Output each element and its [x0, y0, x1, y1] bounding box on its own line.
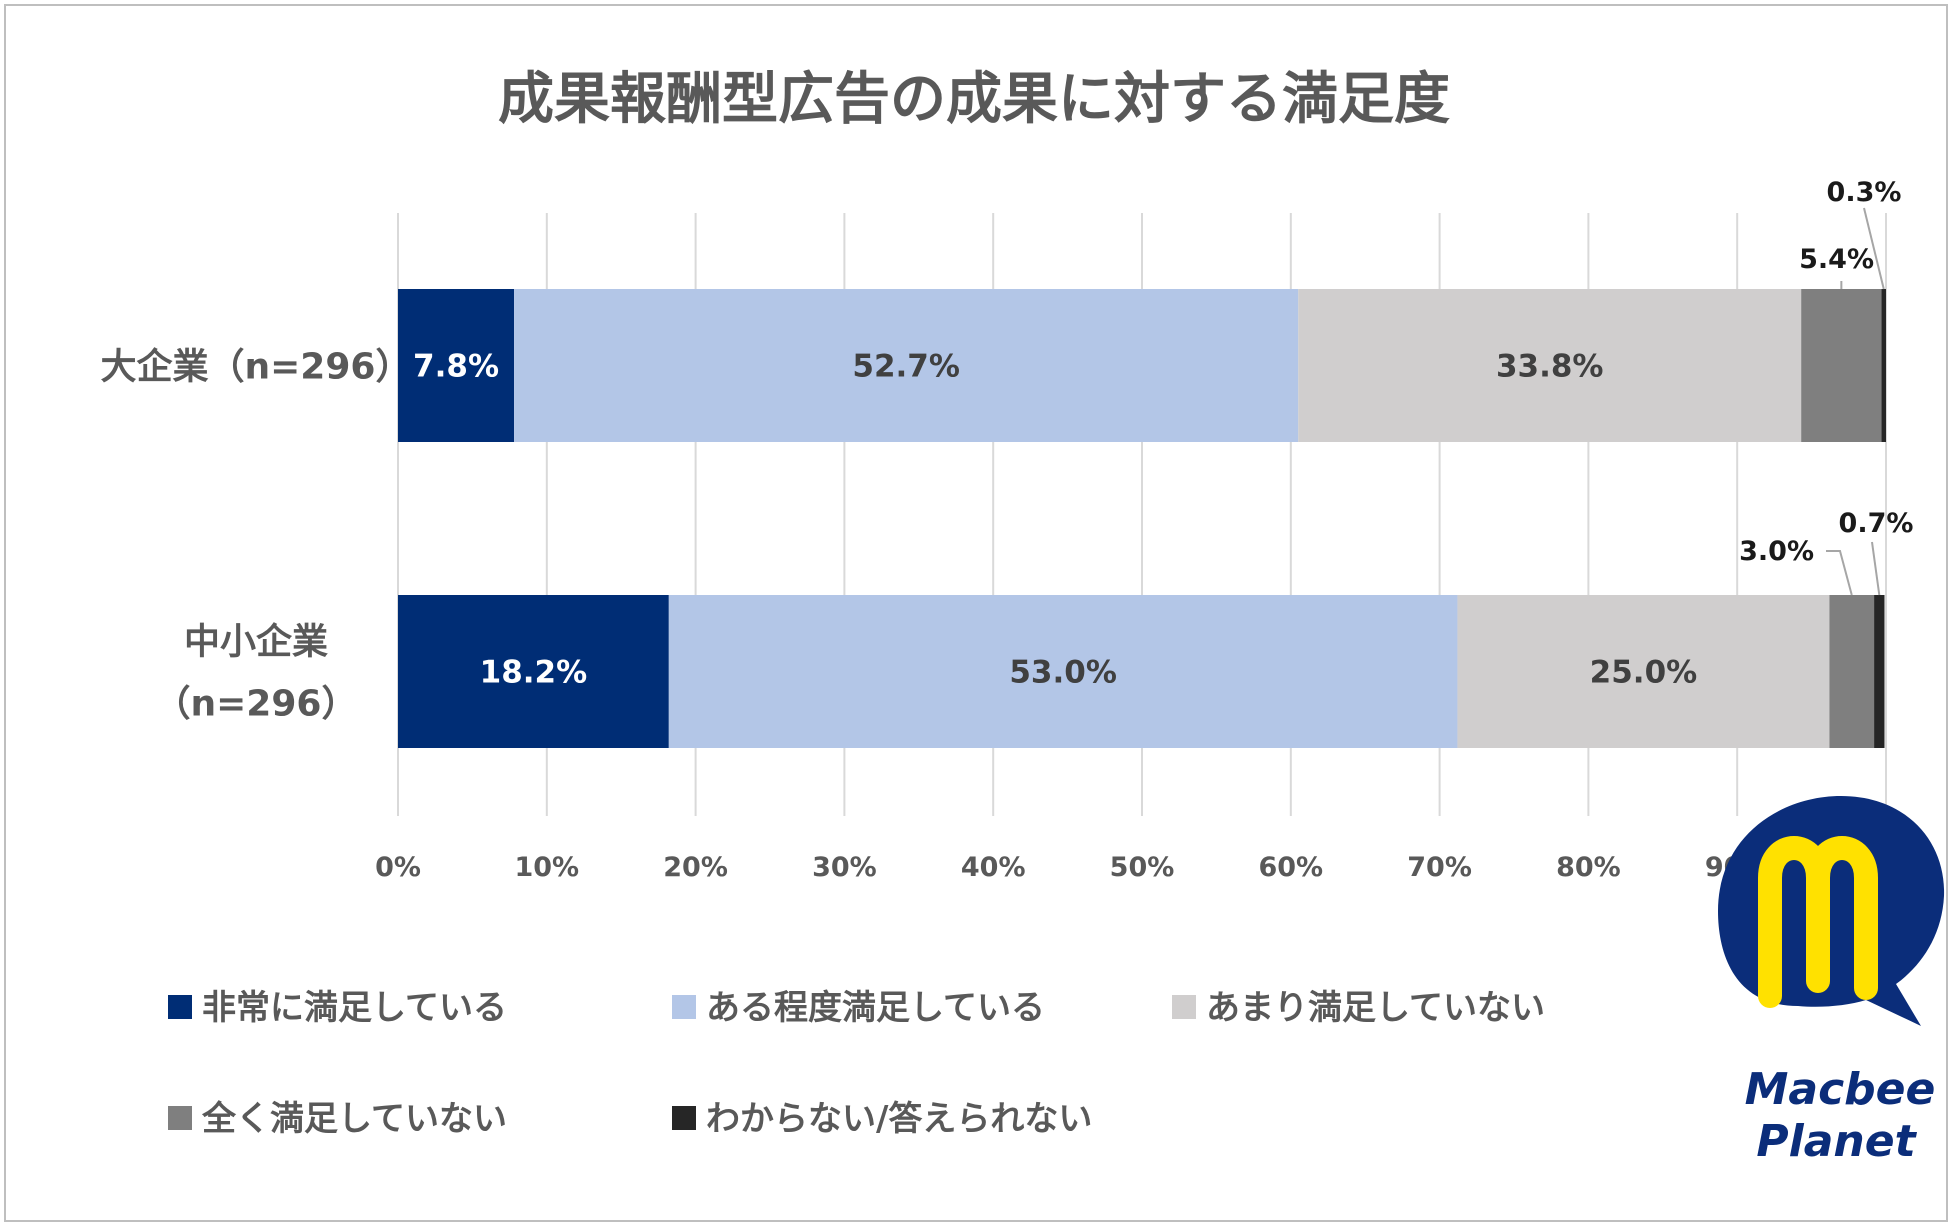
data-label: 7.8% [413, 349, 499, 385]
bar-segment [1457, 595, 1830, 748]
logo-text-line2: Planet [1756, 1116, 1917, 1167]
macbee-planet-logo: Macbee Planet [1718, 796, 1945, 1167]
bar-segment [668, 595, 1458, 748]
chart-frame: 成果報酬型広告の成果に対する満足度 7.8% 52.7% 33.8% 18.2% 53.… [4, 4, 1948, 1222]
bar-segment [1874, 595, 1885, 748]
data-label-outside: 5.4% [1799, 244, 1874, 275]
legend-item: わからない/答えられない [672, 1099, 1092, 1139]
chart: 成果報酬型広告の成果に対する満足度 7.8% 52.7% 33.8% 18.2% 53.… [101, 67, 1945, 1167]
category-label: （n=296） [155, 684, 358, 725]
data-label: 25.0% [1590, 655, 1698, 691]
legend-item: 全く満足していない [168, 1099, 507, 1139]
data-label: 33.8% [1496, 349, 1604, 385]
data-label-outside: 0.7% [1839, 508, 1914, 539]
data-label: 52.7% [852, 349, 960, 385]
leader-line [1863, 207, 1885, 290]
bars [398, 289, 1886, 748]
x-tick-label: 0% [375, 852, 421, 883]
bar-segment [398, 595, 669, 748]
legend-swatch [168, 995, 192, 1019]
x-tick-label: 30% [812, 852, 877, 883]
bar-segment [1881, 289, 1886, 442]
logo-m-stroke-icon [1758, 836, 1878, 1008]
bar-segment [1298, 289, 1802, 442]
legend-label: 全く満足していない [201, 1099, 507, 1139]
leader-line [1826, 550, 1853, 596]
data-label-outside: 3.0% [1739, 536, 1814, 567]
data-label: 18.2% [480, 655, 588, 691]
bar-segment [1829, 595, 1875, 748]
logo-speech-bubble-icon [1718, 796, 1945, 1026]
legend-swatch [1172, 995, 1196, 1019]
x-tick-label: 50% [1110, 852, 1175, 883]
x-tick-label: 80% [1556, 852, 1621, 883]
x-tick-label: 10% [514, 852, 579, 883]
logo-text-line1: Macbee [1745, 1064, 1936, 1115]
x-tick-label: 70% [1407, 852, 1472, 883]
data-labels: 7.8% 52.7% 33.8% 18.2% 53.0% 25.0% 5.4% 0.3% 3.0… [413, 177, 1913, 691]
x-axis-ticks: 0%10%20%30%40%50%60%70%80%90%100% [375, 852, 1928, 883]
legend-item: ある程度満足している [672, 988, 1045, 1028]
legend-swatch [672, 1106, 696, 1130]
data-label: 53.0% [1009, 655, 1117, 691]
category-label: 大企業（n=296） [101, 346, 412, 388]
data-label-outside: 0.3% [1827, 177, 1902, 208]
x-tick-label: 40% [961, 852, 1026, 883]
chart-title: 成果報酬型広告の成果に対する満足度 [498, 67, 1450, 132]
legend-label: あまり満足していない [1206, 988, 1545, 1028]
category-label: 中小企業 [184, 621, 328, 663]
bar-segment [1801, 289, 1882, 442]
legend-swatch [672, 995, 696, 1019]
legend-item: あまり満足していない [1172, 988, 1545, 1028]
legend-label: わからない/答えられない [706, 1099, 1092, 1139]
legend-item: 非常に満足している [168, 988, 507, 1028]
leader-line [1871, 541, 1881, 596]
category-labels: 大企業（n=296） 中小企業 （n=296） [101, 346, 412, 725]
legend-label: ある程度満足している [706, 988, 1045, 1028]
bar-segment [514, 289, 1299, 442]
legend-swatch [168, 1106, 192, 1130]
x-tick-label: 20% [663, 852, 728, 883]
legend-label: 非常に満足している [202, 988, 507, 1028]
bar-segment [398, 289, 515, 442]
x-tick-label: 60% [1258, 852, 1323, 883]
